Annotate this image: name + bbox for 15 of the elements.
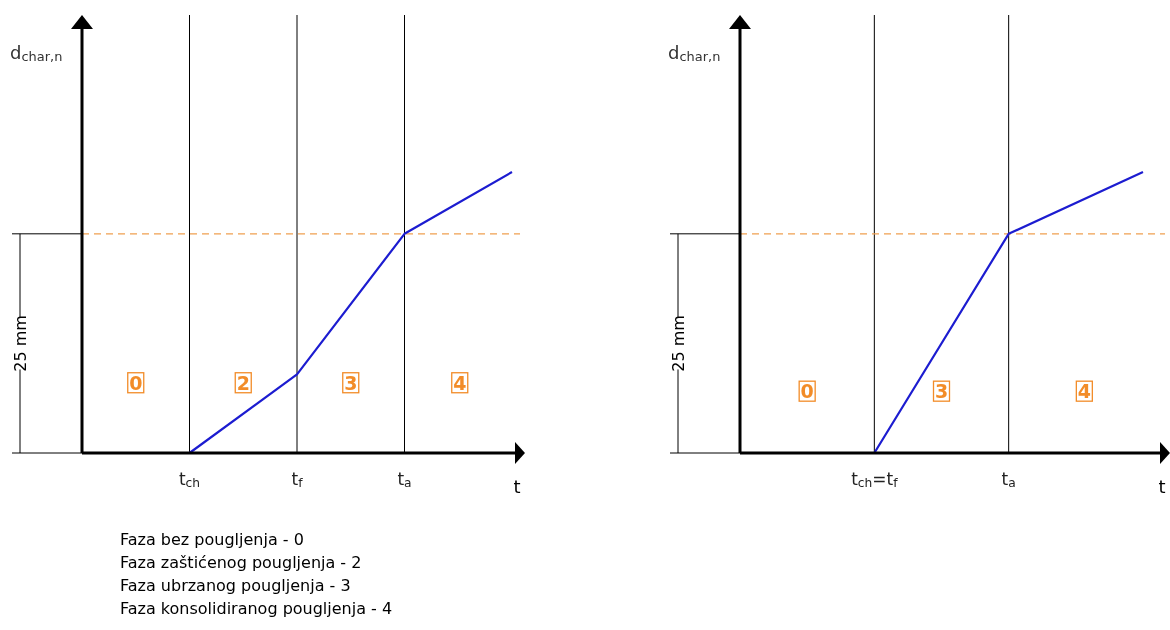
annotation: 4 xyxy=(453,371,467,394)
annotation: 2 xyxy=(236,371,250,394)
annotation: 0 xyxy=(129,371,143,394)
text: Faza bez pougljenja - 0 xyxy=(120,530,304,549)
annotation: 3 xyxy=(934,380,949,403)
x-axis-title: t xyxy=(513,476,521,497)
text: Faza konsolidiranog pougljenja - 4 xyxy=(120,599,393,618)
x-axis-title: t xyxy=(1158,476,1166,497)
annotation: 3 xyxy=(344,371,358,394)
annotation: 0 xyxy=(800,380,814,403)
text: 25 mm xyxy=(669,315,688,372)
text: 25 mm xyxy=(11,315,30,372)
text: Faza ubrzanog pougljenja - 3 xyxy=(120,576,351,595)
annotation: 4 xyxy=(1077,380,1091,403)
text: Faza zaštićenog pougljenja - 2 xyxy=(120,553,362,572)
